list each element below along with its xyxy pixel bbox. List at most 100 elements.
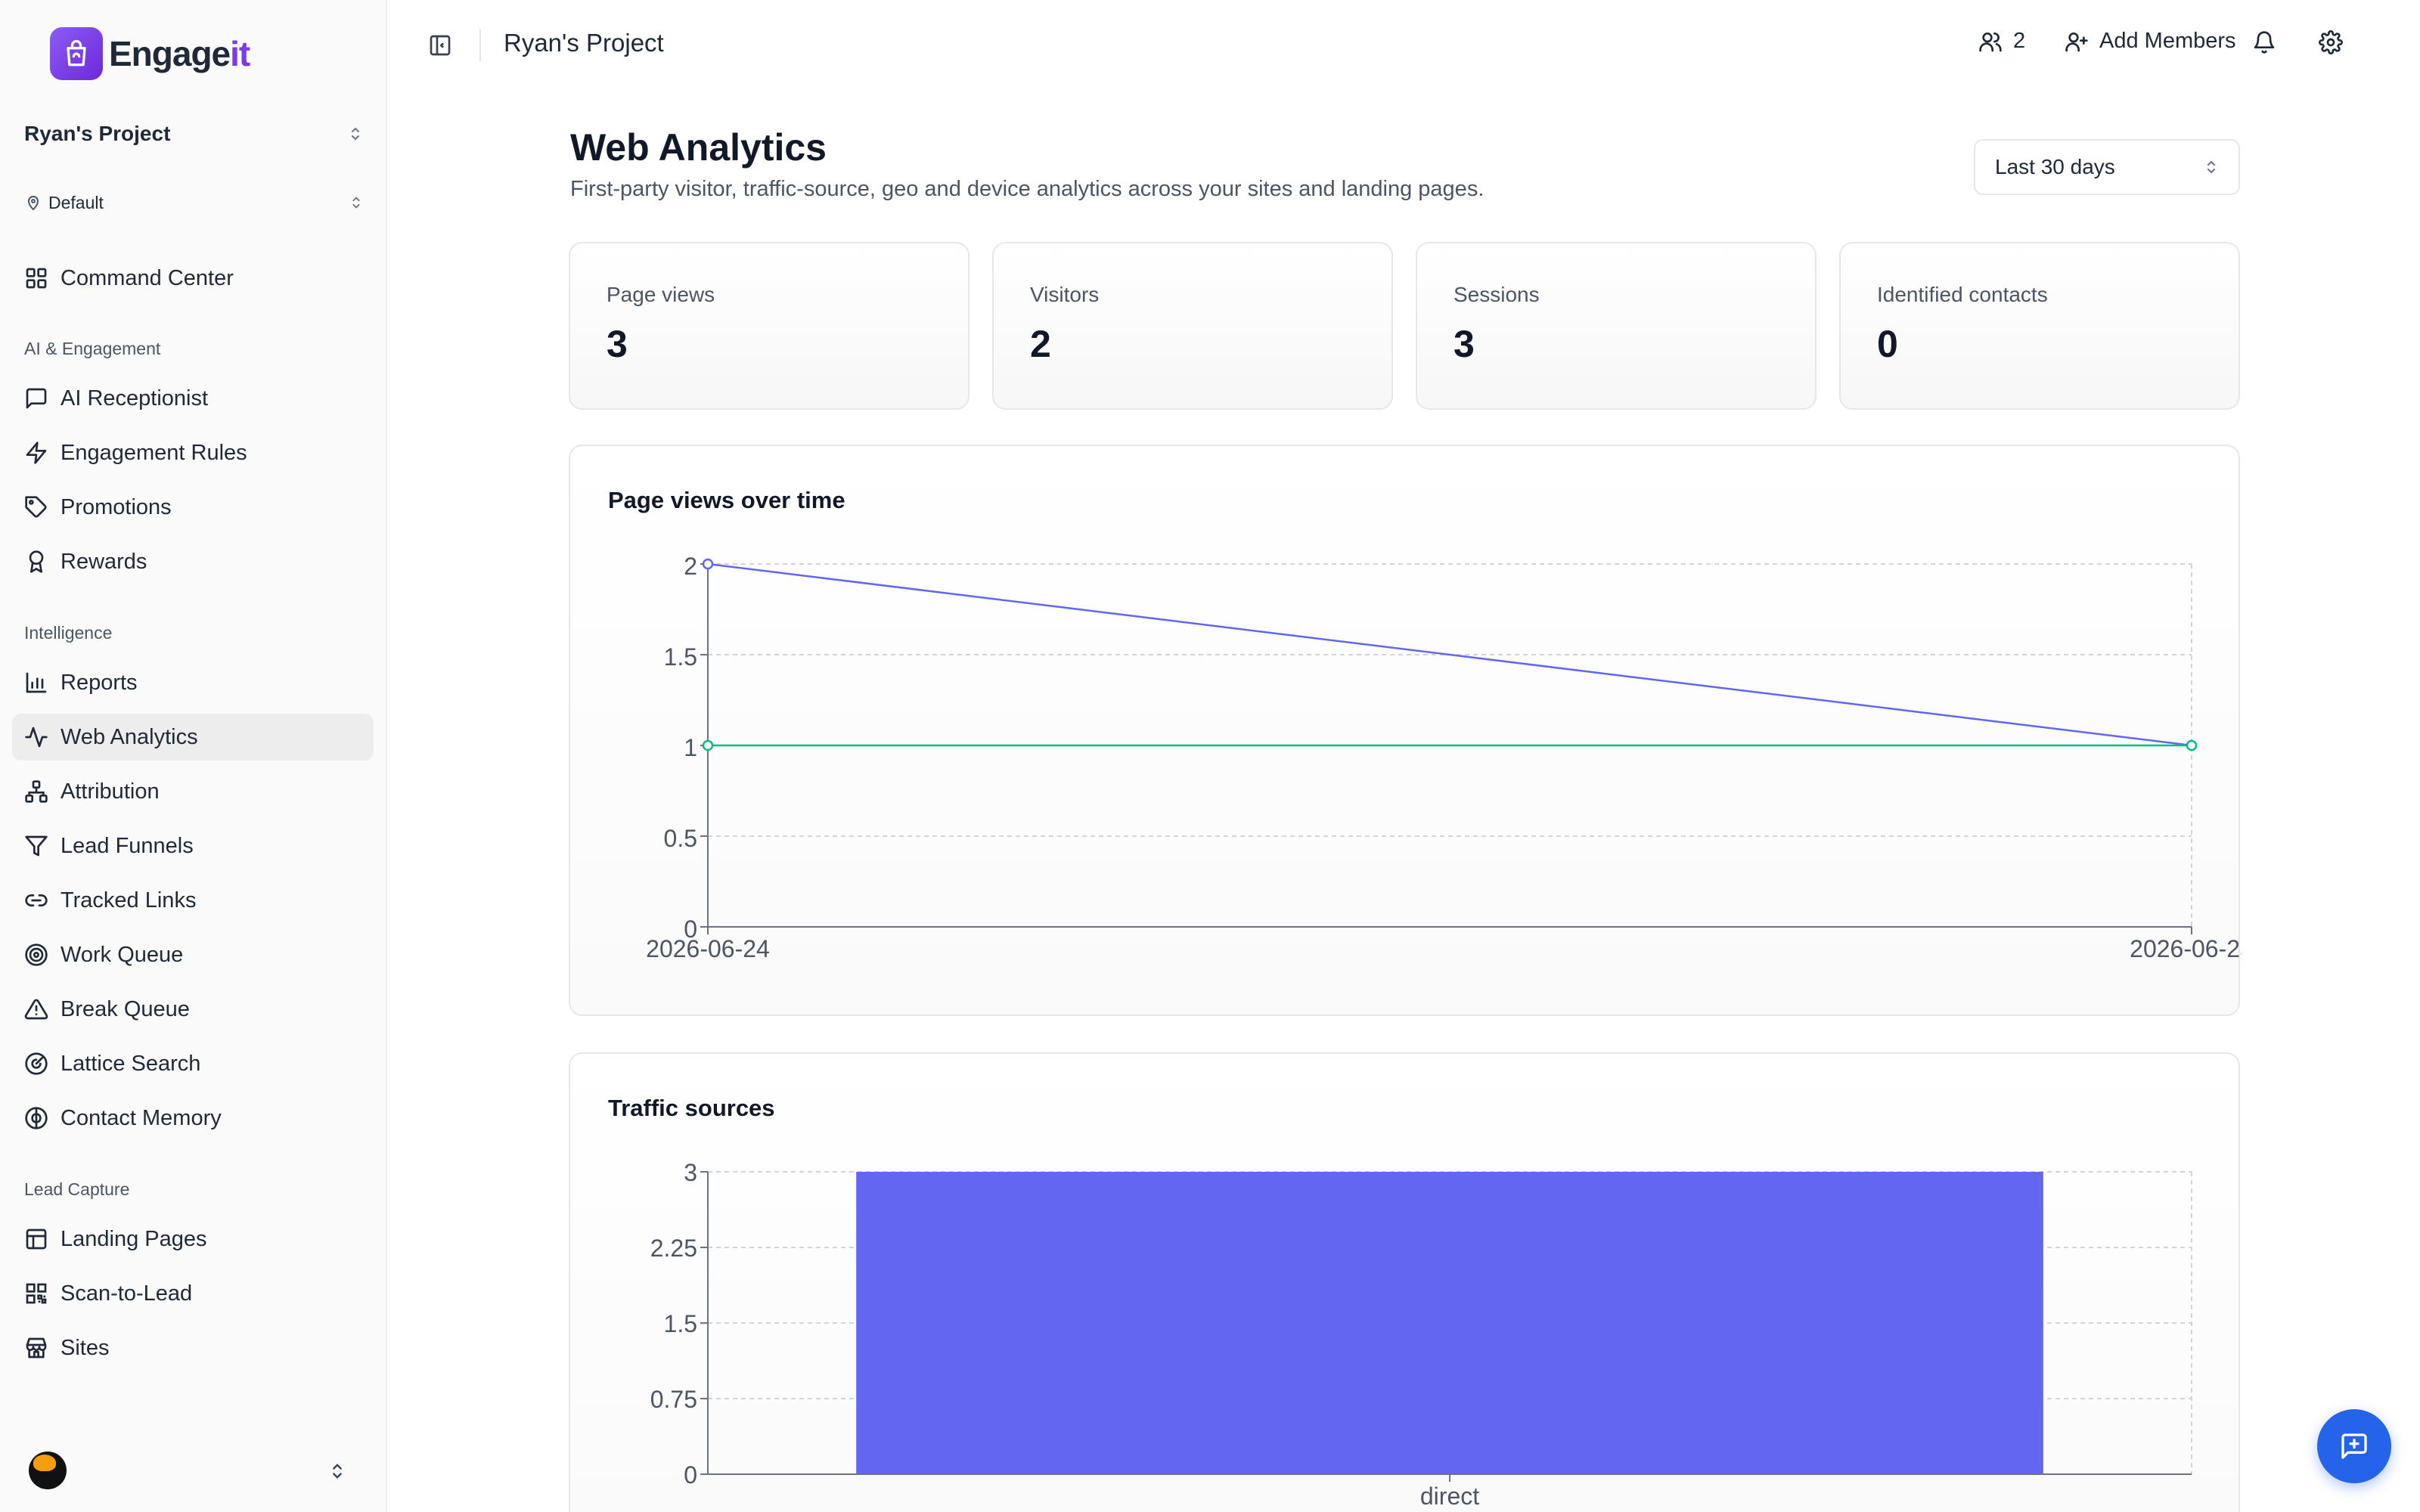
- sidebar-item-label: Scan-to-Lead: [60, 1281, 193, 1306]
- notifications-button[interactable]: [2252, 30, 2276, 58]
- y-tick-label: 1.5: [664, 1310, 697, 1337]
- location-selector[interactable]: Default: [24, 187, 365, 218]
- sidebar-item-reports[interactable]: Reports: [12, 659, 374, 706]
- stat-card-page-views: Page views 3: [569, 242, 970, 410]
- sidebar-item-rewards[interactable]: Rewards: [12, 538, 374, 585]
- sidebar-item-sites[interactable]: Sites: [12, 1325, 374, 1371]
- chart-title: Traffic sources: [608, 1095, 775, 1121]
- sidebar-item-label: Contact Memory: [60, 1105, 222, 1130]
- alert-triangle-icon: [24, 999, 48, 1020]
- sidebar-item-landing-pages[interactable]: Landing Pages: [12, 1216, 374, 1263]
- page-subtitle: First-party visitor, traffic-source, geo…: [570, 177, 1485, 201]
- layout-icon: [26, 1228, 47, 1250]
- logo-mark-icon: [50, 27, 103, 80]
- y-tick-label: 1: [684, 734, 697, 761]
- sidebar-item-lead-funnels[interactable]: Lead Funnels: [12, 823, 374, 869]
- sidebar-item-lattice-search[interactable]: Lattice Search: [12, 1040, 374, 1087]
- date-range-select[interactable]: Last 30 days: [1974, 139, 2240, 195]
- y-tick-label: 2.25: [650, 1235, 697, 1262]
- sidebar-item-label: Landing Pages: [60, 1226, 207, 1251]
- sidebar-item-scan-to-lead[interactable]: Scan-to-Lead: [12, 1270, 374, 1317]
- topbar: Ryan's Project 2 Add Members: [387, 0, 2420, 91]
- x-tick-label: direct: [1420, 1483, 1479, 1510]
- x-tick-label: 2026-06-24: [646, 935, 770, 962]
- settings-button[interactable]: [2319, 30, 2343, 58]
- sidebar-item-label: AI Receptionist: [60, 386, 209, 411]
- network-icon: [25, 780, 48, 803]
- sidebar-item-label: Rewards: [60, 549, 147, 574]
- brand-name: Engageit: [109, 34, 250, 73]
- sidebar-item-label: Command Center: [60, 265, 234, 290]
- avatar: [29, 1452, 67, 1489]
- chevron-updown-icon: [2207, 160, 2215, 174]
- y-tick-label: 1.5: [664, 643, 697, 671]
- map-pin-icon: [27, 196, 39, 211]
- gear-icon: [2319, 30, 2343, 54]
- page-views-line-chart: 0 0.5 1 1.5 2 2026-06-24 2026-06-25: [646, 553, 2242, 962]
- sidebar-item-label: Attribution: [60, 779, 160, 804]
- stat-label: Sessions: [1454, 283, 1540, 306]
- stat-card-identified-contacts: Identified contacts 0: [1839, 242, 2240, 410]
- sidebar-item-tracked-links[interactable]: Tracked Links: [12, 877, 374, 924]
- sidebar-item-label: Break Queue: [60, 996, 190, 1021]
- sidebar-item-contact-memory[interactable]: Contact Memory: [12, 1095, 374, 1142]
- stat-value: 3: [607, 323, 628, 365]
- sidebar-item-work-queue[interactable]: Work Queue: [12, 931, 374, 978]
- target-icon: [25, 943, 48, 966]
- zap-icon: [26, 442, 47, 464]
- sidebar-item-label: Web Analytics: [60, 724, 198, 749]
- sidebar-item-command-center[interactable]: Command Center: [12, 255, 374, 302]
- sidebar-toggle-button[interactable]: [425, 30, 455, 60]
- series-line-1: [707, 562, 2192, 747]
- sidebar-item-break-queue[interactable]: Break Queue: [12, 986, 374, 1033]
- brand-logo[interactable]: Engageit: [50, 27, 250, 80]
- data-point: [702, 558, 714, 570]
- y-tick-label: 2: [684, 553, 697, 580]
- grid-icon: [26, 268, 47, 289]
- traffic-sources-bar-chart: 0 0.75 1.5 2.25 3 direct: [650, 1159, 2192, 1510]
- stat-card-sessions: Sessions 3: [1416, 242, 1817, 410]
- y-tick-label: 0: [684, 1461, 697, 1489]
- chevron-updown-icon: [352, 127, 359, 141]
- members-button[interactable]: 2: [1978, 29, 2025, 54]
- stat-value: 2: [1030, 323, 1051, 365]
- sidebar-item-label: Reports: [60, 670, 138, 695]
- chart-title: Page views over time: [608, 487, 845, 513]
- user-plus-icon: [2065, 32, 2088, 51]
- divider: [479, 29, 481, 62]
- y-tick-label: 0.75: [650, 1386, 697, 1413]
- sidebar-item-ai-receptionist[interactable]: AI Receptionist: [12, 375, 374, 422]
- message-plus-icon: [2341, 1433, 2367, 1459]
- sidebar-item-attribution[interactable]: Attribution: [12, 768, 374, 815]
- y-tick-label: 0.5: [664, 825, 697, 852]
- project-selector[interactable]: Ryan's Project: [24, 115, 365, 153]
- sidebar-item-engagement-rules[interactable]: Engagement Rules: [12, 429, 374, 476]
- y-tick-label: 3: [684, 1159, 697, 1186]
- member-count: 2: [2013, 29, 2026, 53]
- qr-code-icon: [26, 1283, 47, 1304]
- panel-left-icon: [430, 35, 451, 56]
- sidebar: Engageit Ryan's Project Default Command …: [0, 0, 387, 1512]
- sidebar-item-web-analytics[interactable]: Web Analytics: [12, 714, 374, 761]
- activity-icon: [25, 727, 48, 748]
- stat-label: Page views: [607, 283, 715, 306]
- date-range-value: Last 30 days: [1995, 155, 2115, 178]
- user-menu[interactable]: [0, 1436, 386, 1512]
- sidebar-item-label: Engagement Rules: [60, 440, 247, 465]
- award-icon: [29, 550, 44, 573]
- project-name: Ryan's Project: [24, 122, 171, 145]
- bell-icon: [2254, 31, 2275, 54]
- add-members-button[interactable]: Add Members: [2065, 29, 2236, 54]
- sidebar-item-label: Promotions: [60, 494, 172, 519]
- sidebar-item-promotions[interactable]: Promotions: [12, 484, 374, 531]
- chat-support-button[interactable]: [2317, 1409, 2391, 1483]
- stat-value: 0: [1877, 323, 1898, 365]
- location-name: Default: [48, 192, 104, 212]
- sidebar-item-label: Tracked Links: [60, 888, 197, 912]
- bar-direct: [856, 1172, 2043, 1474]
- filter-icon: [25, 835, 48, 857]
- y-tick-label: 0: [684, 916, 697, 943]
- page-views-chart-card: Page views over time 0 0.5 1 1.5 2 2026-06-24…: [569, 445, 2242, 1016]
- sidebar-item-label: Work Queue: [60, 942, 184, 967]
- chevron-updown-icon: [333, 1464, 342, 1479]
